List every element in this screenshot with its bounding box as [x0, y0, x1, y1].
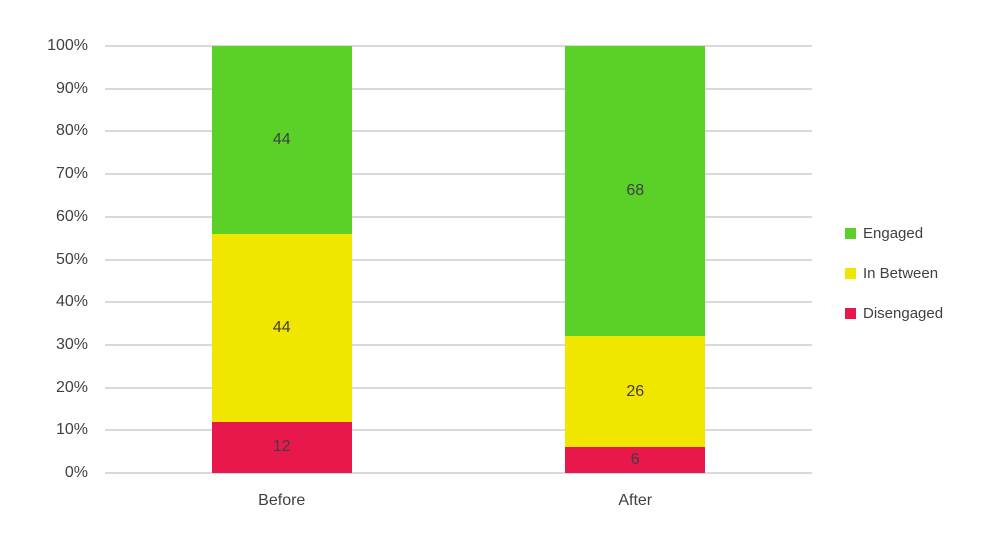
gridline — [105, 45, 812, 47]
bar-segment-engaged — [211, 46, 352, 234]
y-axis-tick-label: 50% — [55, 250, 88, 268]
gridline — [105, 258, 812, 261]
legend-item: Disengaged — [845, 293, 943, 333]
bar-segment-engaged — [565, 46, 706, 337]
y-axis-tick-label: 60% — [55, 207, 88, 225]
bar-segment-disengaged — [565, 447, 706, 473]
bar-segment-in-between — [211, 233, 352, 422]
bar-segment-in-between — [565, 336, 706, 448]
y-axis-tick-label: 10% — [55, 421, 88, 439]
legend-item-label: Engaged — [863, 224, 924, 242]
gridline — [105, 472, 812, 474]
y-axis-tick-label: 40% — [55, 293, 88, 311]
data-label: 26 — [626, 382, 645, 400]
data-label: 6 — [630, 451, 640, 469]
y-axis-tick-label: 100% — [47, 37, 88, 54]
legend-item-label: In Between — [863, 264, 939, 282]
data-label: 44 — [272, 318, 291, 336]
legend-item: Engaged — [845, 213, 943, 253]
legend-swatch-disengaged — [845, 307, 856, 319]
gridline — [105, 87, 812, 90]
y-axis-tick-label: 0% — [64, 464, 88, 481]
y-axis-tick-label: 30% — [55, 335, 88, 353]
gridline — [105, 215, 812, 218]
x-axis-category-label: After — [618, 492, 653, 509]
legend-item-label: Disengaged — [863, 304, 944, 322]
legend-swatch-engaged — [845, 227, 856, 239]
legend-swatch-in-between — [845, 267, 856, 279]
data-label: 68 — [626, 182, 645, 200]
data-label: 44 — [272, 130, 291, 148]
gridline — [105, 343, 812, 346]
y-axis-tick-label: 70% — [55, 165, 88, 183]
y-axis-tick-label: 90% — [55, 79, 88, 97]
y-axis-tick-label: 80% — [55, 122, 88, 140]
gridline — [105, 429, 812, 432]
legend-item: In Between — [845, 253, 943, 293]
bar-segment-disengaged — [211, 421, 352, 473]
gridline — [105, 386, 812, 389]
gridline — [105, 301, 812, 304]
y-axis-tick-label: 20% — [55, 378, 88, 396]
legend: Engaged In Between Disengaged — [845, 213, 943, 333]
data-label: 12 — [272, 438, 291, 456]
gridline — [105, 173, 812, 176]
gridline — [105, 130, 812, 133]
x-axis-category-label: Before — [258, 492, 306, 509]
